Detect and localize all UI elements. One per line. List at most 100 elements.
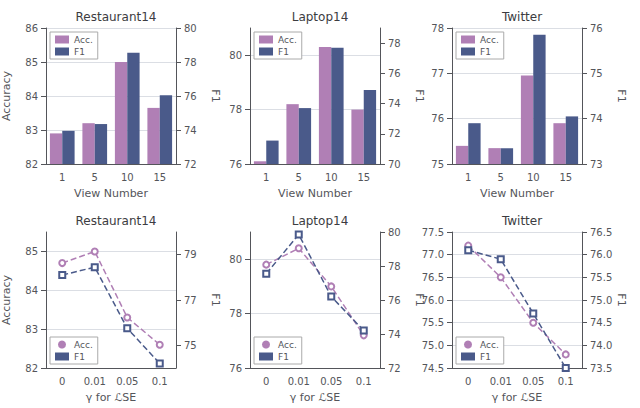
svg-text:F1: F1: [480, 47, 491, 57]
svg-text:85: 85: [25, 57, 38, 68]
svg-text:0.1: 0.1: [356, 376, 372, 387]
svg-text:Twitter: Twitter: [501, 214, 542, 228]
svg-text:0.01: 0.01: [490, 376, 512, 387]
svg-text:0.05: 0.05: [116, 376, 138, 387]
svg-text:Acc.: Acc.: [278, 35, 297, 45]
svg-text:75.5: 75.5: [590, 272, 612, 283]
svg-text:0.1: 0.1: [558, 376, 574, 387]
svg-text:82: 82: [25, 159, 38, 170]
svg-text:0.01: 0.01: [84, 376, 106, 387]
svg-text:77: 77: [184, 295, 197, 306]
svg-text:80: 80: [388, 227, 401, 238]
svg-text:76.0: 76.0: [422, 295, 444, 306]
svg-text:82: 82: [25, 363, 38, 374]
svg-text:75: 75: [590, 68, 603, 79]
svg-text:10: 10: [121, 172, 134, 183]
svg-text:γ for ℒSE: γ for ℒSE: [492, 391, 543, 404]
svg-text:73.5: 73.5: [590, 363, 612, 374]
svg-text:0.05: 0.05: [522, 376, 544, 387]
svg-text:F1: F1: [413, 89, 426, 102]
svg-text:View Number: View Number: [74, 187, 148, 200]
svg-text:76: 76: [388, 68, 401, 79]
svg-text:0.05: 0.05: [320, 376, 342, 387]
svg-text:Restaurant14: Restaurant14: [76, 214, 157, 228]
svg-text:76.0: 76.0: [590, 249, 612, 260]
svg-text:5: 5: [296, 172, 302, 183]
svg-text:75.0: 75.0: [422, 340, 444, 351]
svg-text:γ for ℒSE: γ for ℒSE: [86, 391, 137, 404]
svg-text:78: 78: [229, 104, 242, 115]
svg-text:76: 76: [229, 159, 242, 170]
svg-text:75: 75: [184, 340, 197, 351]
svg-text:15: 15: [357, 172, 370, 183]
svg-text:0: 0: [59, 376, 65, 387]
svg-text:78: 78: [229, 308, 242, 319]
svg-text:80: 80: [184, 23, 197, 34]
svg-text:F1: F1: [74, 47, 85, 57]
svg-text:75.5: 75.5: [422, 317, 444, 328]
svg-text:75.0: 75.0: [590, 295, 612, 306]
svg-text:72: 72: [184, 159, 197, 170]
svg-text:15: 15: [559, 172, 572, 183]
svg-text:F1: F1: [480, 352, 491, 362]
svg-text:76.5: 76.5: [422, 272, 444, 283]
svg-text:74: 74: [388, 329, 401, 340]
svg-text:1: 1: [59, 172, 65, 183]
svg-text:78: 78: [431, 23, 444, 34]
svg-text:80: 80: [229, 254, 242, 265]
svg-text:Laptop14: Laptop14: [292, 10, 349, 24]
svg-text:0: 0: [263, 376, 269, 387]
svg-text:74: 74: [590, 113, 603, 124]
svg-text:70: 70: [388, 159, 401, 170]
svg-text:Acc.: Acc.: [74, 340, 93, 350]
svg-text:77.5: 77.5: [422, 227, 444, 238]
svg-text:76: 76: [590, 23, 603, 34]
svg-text:F1: F1: [209, 293, 222, 306]
svg-text:View Number: View Number: [480, 187, 554, 200]
svg-text:Acc.: Acc.: [74, 35, 93, 45]
svg-text:Twitter: Twitter: [501, 10, 542, 24]
svg-text:Acc.: Acc.: [480, 35, 499, 45]
svg-text:77: 77: [431, 68, 444, 79]
svg-text:Acc.: Acc.: [278, 340, 297, 350]
svg-text:77.0: 77.0: [422, 249, 444, 260]
svg-text:74: 74: [388, 98, 401, 109]
svg-text:F1: F1: [278, 47, 289, 57]
svg-text:F1: F1: [278, 352, 289, 362]
svg-text:76: 76: [184, 91, 197, 102]
svg-text:76.5: 76.5: [590, 227, 612, 238]
svg-text:0.1: 0.1: [152, 376, 168, 387]
svg-text:76: 76: [229, 363, 242, 374]
svg-text:F1: F1: [209, 89, 222, 102]
svg-text:78: 78: [388, 38, 401, 49]
svg-text:1: 1: [465, 172, 471, 183]
svg-text:F1: F1: [615, 89, 628, 102]
svg-text:76: 76: [431, 113, 444, 124]
svg-text:γ for ℒSE: γ for ℒSE: [290, 391, 341, 404]
svg-text:76: 76: [388, 295, 401, 306]
svg-text:85: 85: [25, 246, 38, 257]
svg-text:78: 78: [184, 57, 197, 68]
svg-text:1: 1: [263, 172, 269, 183]
svg-text:74.5: 74.5: [422, 363, 444, 374]
svg-text:79: 79: [184, 249, 197, 260]
svg-text:Acc.: Acc.: [480, 340, 499, 350]
svg-text:10: 10: [325, 172, 338, 183]
svg-text:Restaurant14: Restaurant14: [76, 10, 157, 24]
svg-text:Accuracy: Accuracy: [0, 274, 13, 325]
svg-text:72: 72: [388, 128, 401, 139]
svg-text:83: 83: [25, 324, 38, 335]
svg-text:0.01: 0.01: [288, 376, 310, 387]
svg-text:75: 75: [431, 159, 444, 170]
svg-text:F1: F1: [74, 352, 85, 362]
svg-text:72: 72: [388, 363, 401, 374]
svg-text:84: 84: [25, 285, 38, 296]
svg-text:73: 73: [590, 159, 603, 170]
svg-text:View Number: View Number: [278, 187, 352, 200]
svg-text:74.5: 74.5: [590, 317, 612, 328]
svg-text:Laptop14: Laptop14: [292, 214, 349, 228]
svg-text:F1: F1: [615, 293, 628, 306]
svg-text:74.0: 74.0: [590, 340, 612, 351]
svg-text:80: 80: [229, 50, 242, 61]
svg-text:86: 86: [25, 23, 38, 34]
